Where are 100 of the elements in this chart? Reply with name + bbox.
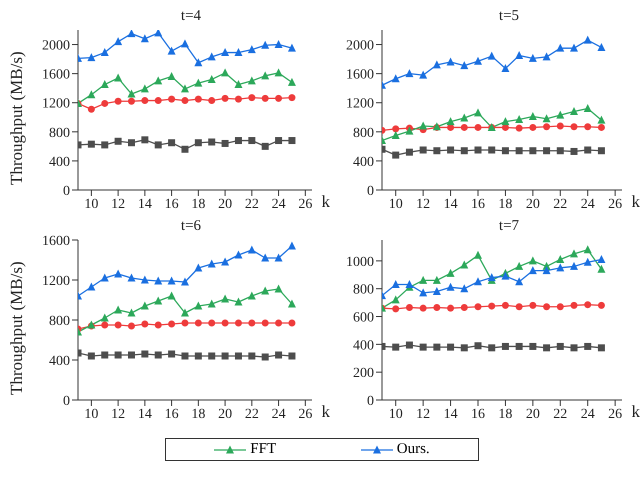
point	[584, 36, 592, 44]
point	[474, 146, 482, 154]
point	[114, 352, 122, 358]
point	[261, 71, 270, 80]
point	[447, 304, 454, 312]
point	[447, 146, 454, 154]
y-tick-label: 1200	[42, 274, 70, 289]
point	[515, 277, 524, 286]
x-tick-label: 10	[84, 196, 98, 212]
point	[529, 302, 536, 309]
point	[234, 48, 242, 56]
point	[128, 98, 135, 105]
point	[288, 300, 296, 308]
x-axis-title: k	[322, 402, 330, 422]
point	[433, 147, 440, 154]
y-tick-label: 0	[63, 394, 70, 409]
point	[460, 260, 468, 269]
point	[570, 249, 578, 258]
point	[262, 320, 269, 326]
point	[194, 139, 202, 146]
x-tick-label: 18	[191, 196, 206, 212]
point	[114, 322, 122, 328]
point	[474, 342, 482, 350]
y-tick-label: 200	[353, 366, 374, 382]
point	[460, 147, 468, 154]
point	[222, 352, 229, 360]
point	[234, 352, 242, 360]
x-tick-label: 10	[388, 406, 403, 422]
point	[502, 147, 509, 154]
point	[528, 266, 537, 274]
point	[392, 130, 400, 139]
x-tick-label: 24	[272, 406, 286, 422]
point	[208, 320, 216, 326]
point	[460, 61, 468, 70]
point	[556, 303, 564, 310]
x-tick-label: 20	[218, 196, 232, 212]
point	[543, 344, 550, 352]
point	[474, 277, 482, 286]
point	[420, 344, 427, 351]
point	[516, 342, 523, 350]
x-tick-label: 22	[244, 406, 259, 422]
x-tick-label: 24	[272, 196, 286, 212]
point	[405, 69, 414, 78]
point	[261, 40, 270, 49]
point	[516, 303, 523, 310]
point	[542, 266, 551, 274]
point	[597, 264, 606, 273]
point	[128, 139, 135, 146]
x-tick-label: 10	[388, 196, 403, 212]
x-axis-title: k	[632, 192, 640, 212]
point	[529, 147, 536, 154]
chart-title: t=7	[498, 218, 520, 235]
point	[488, 52, 496, 60]
point	[474, 250, 482, 259]
point	[141, 320, 148, 328]
point	[570, 344, 578, 352]
point	[181, 97, 188, 104]
y-tick-label: 0	[367, 184, 374, 199]
point	[447, 344, 454, 351]
point	[474, 56, 482, 65]
point	[515, 262, 524, 270]
point	[288, 94, 296, 102]
point	[392, 152, 400, 159]
point	[154, 76, 162, 84]
point	[597, 254, 606, 263]
point	[474, 303, 482, 310]
y-tick-label: 1200	[42, 96, 70, 112]
point	[446, 268, 455, 277]
point	[392, 125, 400, 132]
y-tick-label: 2000	[42, 38, 70, 54]
point	[502, 302, 509, 309]
point	[288, 320, 296, 326]
point	[516, 124, 523, 132]
point	[194, 320, 202, 326]
x-axis-title: k	[632, 402, 640, 422]
point	[275, 320, 282, 326]
point	[180, 308, 189, 316]
x-tick-label: 20	[526, 196, 540, 212]
point	[584, 301, 592, 308]
point	[501, 272, 510, 280]
point	[221, 258, 230, 266]
point	[127, 30, 136, 38]
point	[114, 37, 122, 46]
point	[262, 142, 269, 150]
point	[570, 262, 578, 270]
point	[168, 139, 176, 146]
x-tick-label: 26	[608, 196, 622, 212]
point	[460, 284, 468, 292]
x-axis-title: k	[322, 192, 330, 212]
x-tick-label: 22	[553, 196, 568, 212]
point	[460, 304, 468, 311]
x-tick-label: 12	[111, 196, 126, 212]
point	[194, 96, 202, 103]
point	[570, 106, 578, 115]
point	[261, 286, 270, 294]
point	[274, 68, 283, 76]
point	[194, 264, 202, 272]
chart-title: t=4	[180, 8, 202, 25]
point	[275, 352, 282, 358]
point	[140, 84, 149, 92]
